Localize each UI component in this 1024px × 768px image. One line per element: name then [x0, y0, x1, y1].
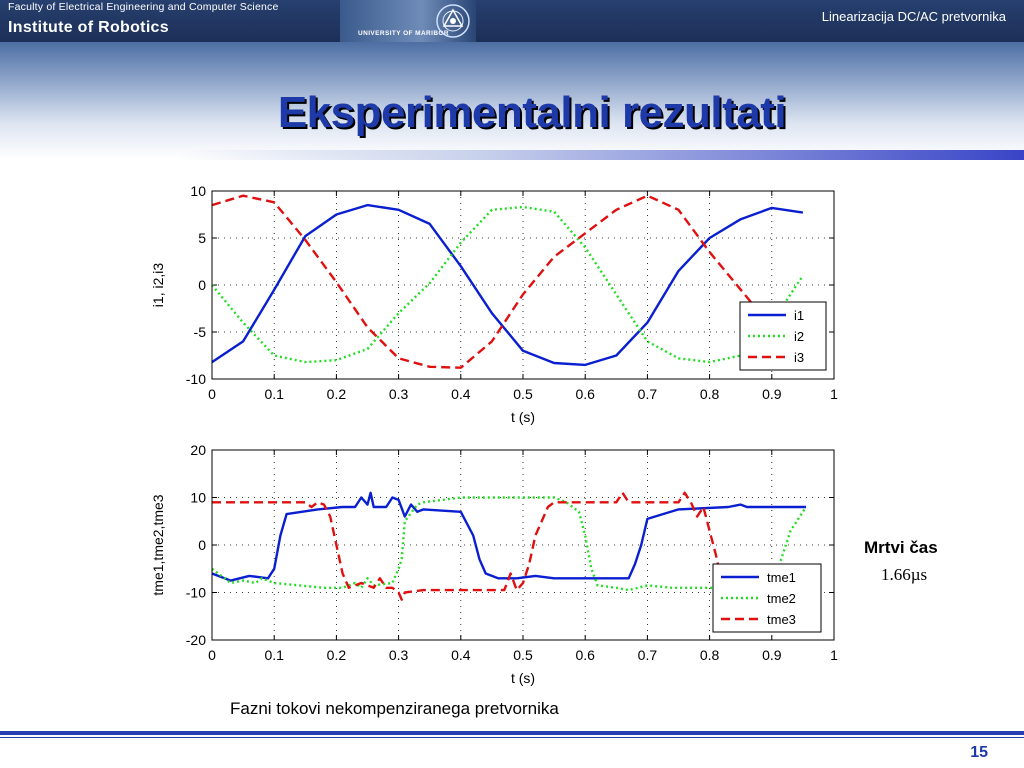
x-tick-label: 0.8 [700, 386, 720, 402]
x-tick-label: 1 [830, 647, 838, 663]
series-line-tme1 [211, 491, 806, 582]
x-tick-label: 0.5 [513, 386, 533, 402]
header-gradient-band [0, 42, 1024, 160]
x-tick-label: 0.1 [264, 386, 284, 402]
y-tick-label: -10 [186, 371, 206, 387]
x-tick-label: 0.2 [327, 647, 347, 663]
footer-rule [0, 731, 1024, 735]
chart-caption: Fazni tokovi nekompenziranega pretvornik… [230, 699, 559, 718]
x-tick-label: 0.6 [575, 386, 595, 402]
legend-label-i2: i2 [794, 329, 804, 344]
legend-label-i1: i1 [794, 308, 804, 323]
y-tick-label: 5 [198, 230, 206, 246]
slide-title: Eksperimentalni rezultati [277, 88, 787, 137]
university-name: UNIVERSITY OF MARIBOR [358, 30, 449, 37]
y-tick-label: 10 [190, 490, 206, 506]
series-line-i3 [211, 194, 804, 369]
x-tick-label: 0 [208, 386, 216, 402]
y-tick-label: 10 [190, 183, 206, 199]
university-logo-panel: UNIVERSITY OF MARIBOR [340, 0, 476, 42]
y-tick-label: 0 [198, 537, 206, 553]
x-tick-label: 0.1 [264, 647, 284, 663]
y-tick-label: -10 [186, 585, 206, 601]
series-line-i2 [211, 205, 804, 364]
y-tick-label: 20 [190, 442, 206, 458]
legend-label-i3: i3 [794, 350, 804, 365]
slide-topic: Linearizacija DC/AC pretvornika [821, 9, 1006, 24]
flux-estimates-chart: 0 0.1 0.2 0.3 0.4 0.5 0.6 0.7 0.8 0.9 1 -20 -10 0 10 20… [150, 442, 838, 686]
x-tick-label: 0.4 [451, 647, 471, 663]
x-tick-label: 0.7 [638, 386, 658, 402]
y-axis-label: tme1,tme2,tme3 [150, 494, 166, 595]
x-tick-label: 0.8 [700, 647, 720, 663]
page-number: 15 [970, 744, 988, 761]
y-axis-label: i1, i2,i3 [150, 263, 166, 308]
slide-header-bar: Faculty of Electrical Engineering and Co… [0, 0, 1024, 42]
y-tick-label: -5 [194, 324, 207, 340]
x-axis-label: t (s) [511, 409, 535, 425]
legend-label-tme2: tme2 [767, 591, 796, 606]
x-tick-label: 0 [208, 647, 216, 663]
legend-label-tme1: tme1 [767, 570, 796, 585]
x-tick-label: 0.3 [389, 647, 409, 663]
dead-time-value: 1.66µs [881, 565, 928, 584]
institute-name: Institute of Robotics [8, 19, 169, 36]
y-tick-label: 0 [198, 277, 206, 293]
plot-frame [211, 190, 835, 380]
x-tick-label: 0.7 [638, 647, 658, 663]
x-tick-label: 1 [830, 386, 838, 402]
x-tick-label: 0.9 [762, 386, 782, 402]
x-tick-label: 0.6 [575, 647, 595, 663]
faculty-name: Faculty of Electrical Engineering and Co… [8, 1, 279, 13]
x-tick-label: 0.9 [762, 647, 782, 663]
footer-rule-thin [0, 737, 1024, 738]
dead-time-label: Mrtvi čas [864, 538, 938, 557]
x-tick-label: 0.3 [389, 386, 409, 402]
title-underline [180, 150, 1024, 160]
university-logo-icon [436, 4, 470, 38]
phase-currents-chart: 0 0.1 0.2 0.3 0.4 0.5 0.6 0.7 0.8 0.9 1 -10 -5 0 5 10 t … [150, 183, 838, 425]
x-tick-label: 0.2 [327, 386, 347, 402]
x-tick-label: 0.5 [513, 647, 533, 663]
x-tick-label: 0.4 [451, 386, 471, 402]
legend-label-tme3: tme3 [767, 612, 796, 627]
series-line-tme3 [212, 491, 736, 617]
y-tick-label: -20 [186, 632, 206, 648]
plot-frame [211, 449, 835, 641]
x-axis-label: t (s) [511, 670, 535, 686]
